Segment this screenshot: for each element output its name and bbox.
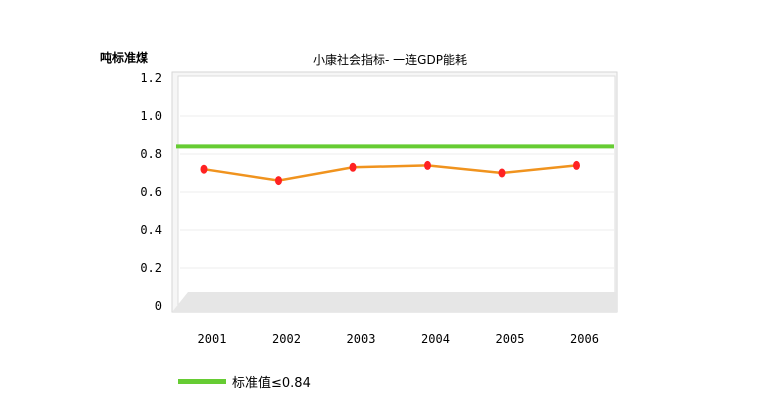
x-tick-label: 2002: [272, 332, 301, 346]
y-tick-label: 0.6: [140, 185, 162, 199]
y-axis-label: 吨标准煤: [100, 50, 148, 65]
plot-floor: [172, 292, 617, 312]
y-tick-label: 0: [155, 299, 162, 313]
y-tick-labels: 0 0.2 0.4 0.6 0.8 1.0 1.2: [140, 71, 162, 313]
data-point: [573, 160, 580, 170]
legend: 标准值≤0.84: [178, 372, 311, 391]
data-point: [349, 162, 357, 172]
y-tick-label: 0.2: [140, 261, 162, 275]
gridlines: [180, 115, 614, 269]
y-tick-label: 1.0: [140, 109, 162, 123]
data-point: [498, 168, 506, 178]
series-line: [203, 164, 577, 182]
x-tick-label: 2004: [421, 332, 450, 346]
x-tick-labels: 2001 2002 2003 2004 2005 2006: [198, 332, 599, 346]
legend-swatch-reference: [178, 379, 226, 384]
y-tick-label: 0.4: [140, 223, 162, 237]
data-point: [200, 164, 208, 174]
x-tick-label: 2006: [570, 332, 599, 346]
legend-label-reference: 标准值≤0.84: [232, 376, 311, 391]
x-tick-label: 2005: [496, 332, 525, 346]
x-tick-label: 2003: [347, 332, 376, 346]
data-point: [424, 160, 431, 170]
y-tick-label: 0.8: [140, 147, 162, 161]
chart-title: 小康社会指标- 一连GDP能耗: [313, 52, 467, 67]
x-tick-label: 2001: [198, 332, 227, 346]
series-group: [200, 160, 580, 186]
data-point: [275, 176, 282, 186]
y-tick-label: 1.2: [140, 71, 162, 85]
